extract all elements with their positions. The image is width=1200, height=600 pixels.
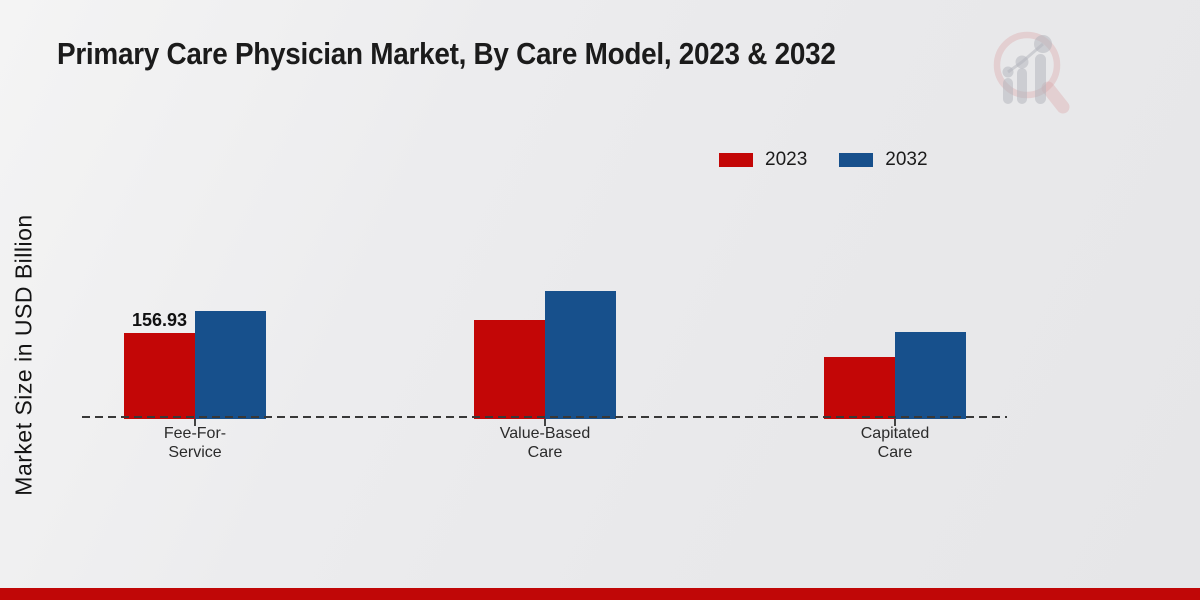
legend-label: 2032 — [885, 149, 928, 170]
x-axis-tick — [544, 419, 546, 426]
chart-title: Primary Care Physician Market, By Care M… — [57, 36, 836, 71]
bar-2032-3 — [895, 332, 966, 419]
bar-2023-1 — [124, 333, 195, 419]
legend-swatch — [719, 153, 753, 167]
x-axis-tick — [194, 419, 196, 426]
legend-item-2023: 2023 — [719, 149, 807, 171]
bar-2032-1 — [195, 311, 266, 419]
category-label: Value-Based Care — [499, 425, 591, 461]
legend-swatch — [839, 153, 874, 167]
magnifier-bar-chart-logo-icon — [993, 31, 1070, 114]
legend-label: 2023 — [765, 149, 808, 170]
x-axis-dashed-line — [82, 416, 1007, 418]
category-label: Fee-For- Service — [163, 425, 227, 461]
legend: 2023 2032 — [719, 149, 928, 171]
x-axis-tick — [894, 419, 896, 426]
data-label-2023: 156.93 — [131, 310, 188, 330]
bar-2032-2 — [545, 291, 616, 419]
footer-red-band — [0, 588, 1200, 600]
bar-2023-2 — [474, 320, 545, 419]
bar-2023-3 — [824, 357, 895, 419]
category-label: Capitated Care — [860, 425, 930, 461]
legend-item-2032: 2032 — [839, 149, 928, 171]
